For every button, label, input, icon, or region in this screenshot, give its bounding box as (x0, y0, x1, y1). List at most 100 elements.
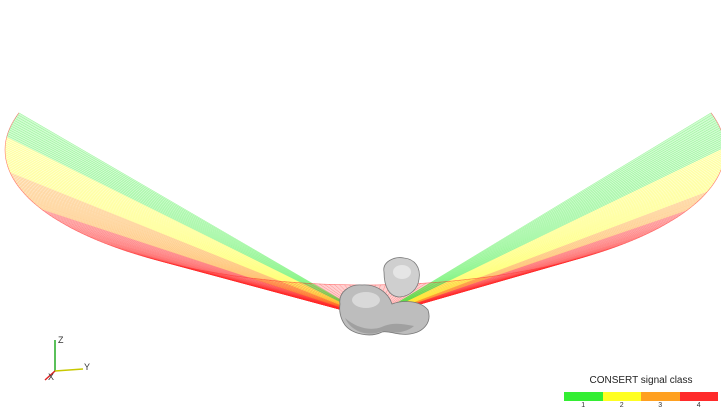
ray-line (5, 140, 373, 319)
ray-line (371, 171, 721, 319)
ray-line (141, 255, 373, 319)
ray-line (122, 249, 373, 319)
ray-line (24, 193, 373, 319)
legend-swatch-4 (679, 392, 718, 401)
ray-line (80, 232, 373, 319)
ray-line (371, 114, 713, 319)
ray-line (371, 219, 673, 319)
ray-line (371, 142, 721, 319)
ray-line (18, 186, 373, 319)
ray-line (5, 154, 373, 319)
ray-line (371, 131, 721, 319)
ray-line (16, 116, 373, 319)
ray-line (47, 213, 373, 319)
ray-line (371, 177, 718, 319)
ray-line (12, 121, 373, 319)
ray-line (10, 125, 373, 319)
ray-line (371, 136, 721, 319)
ray-line (371, 199, 700, 319)
ray-line (371, 190, 709, 319)
ray-line (126, 250, 373, 319)
ray-line (371, 157, 721, 319)
ray-line (371, 209, 688, 319)
legend-tick-2: 2 (619, 402, 624, 409)
ray-line (11, 175, 373, 319)
ray-line (5, 144, 373, 319)
ray-line (371, 192, 707, 319)
ray-line (371, 123, 719, 319)
ray-line (166, 262, 373, 319)
ray-line (13, 179, 373, 319)
ray-line (4, 152, 373, 319)
ray-line (5, 158, 373, 319)
ray-sector-6 (372, 112, 721, 318)
ray-line (40, 208, 373, 319)
ray-line (371, 179, 717, 319)
ray-line (371, 133, 721, 319)
ray-fan (4, 112, 721, 319)
ray-line (49, 214, 373, 319)
ray-line (371, 112, 712, 319)
ray-line (86, 235, 373, 319)
ray-line (371, 182, 715, 319)
ray-line (371, 229, 656, 319)
ray-line (371, 118, 716, 319)
ray-line (371, 169, 721, 319)
ray-line (371, 150, 721, 319)
ray-line (371, 129, 721, 319)
ray-line (371, 221, 670, 319)
legend-tick-1: 1 (581, 402, 586, 409)
ray-line (158, 260, 373, 319)
comet-highlight-2 (393, 265, 411, 279)
ray-line (14, 118, 373, 319)
ray-line (68, 226, 373, 319)
ray-line (371, 195, 704, 319)
ray-line (90, 236, 373, 319)
ray-line (6, 135, 373, 319)
ray-line (8, 129, 373, 319)
ray-line (83, 234, 373, 319)
ray-line (371, 121, 718, 319)
ray-line (371, 116, 714, 319)
comet-highlight-1 (352, 292, 380, 308)
ray-line (371, 227, 659, 319)
ray-line (371, 223, 668, 319)
ray-line (23, 192, 373, 319)
ray-line (371, 211, 686, 319)
ray-line (371, 163, 721, 319)
ray-line (12, 177, 373, 319)
ray-line (9, 127, 373, 319)
ray-line (371, 125, 720, 319)
ray-line (33, 202, 373, 319)
ray-line (149, 258, 373, 319)
ray-line (371, 201, 699, 319)
ray-line (6, 161, 373, 319)
legend-tick-labels: 1 2 3 4 (564, 402, 718, 410)
ray-line (9, 171, 373, 319)
ray-line (371, 216, 678, 319)
legend-title: CONSERT signal class (589, 375, 693, 386)
ray-line (371, 184, 713, 319)
ray-line (371, 152, 721, 319)
ray-line (371, 154, 721, 319)
ray-line (371, 156, 721, 319)
ray-line (129, 251, 373, 319)
ray-line (60, 221, 373, 319)
ray-sector-5 (372, 149, 721, 318)
x-axis-line (44, 370, 56, 381)
ray-line (118, 248, 373, 319)
ray-line (371, 173, 720, 319)
ray-line (371, 206, 692, 319)
ray-line (19, 188, 373, 319)
ray-line (371, 168, 721, 319)
y-axis-line (54, 368, 84, 372)
ray-line (371, 159, 721, 319)
ray-line (4, 146, 373, 319)
signal-class-legend: CONSERT signal class 1 2 3 4 (562, 375, 720, 409)
ray-line (65, 224, 373, 319)
ray-line (162, 261, 373, 319)
ray-line (371, 208, 690, 319)
ray-line (5, 156, 373, 319)
ray-line (17, 114, 373, 319)
